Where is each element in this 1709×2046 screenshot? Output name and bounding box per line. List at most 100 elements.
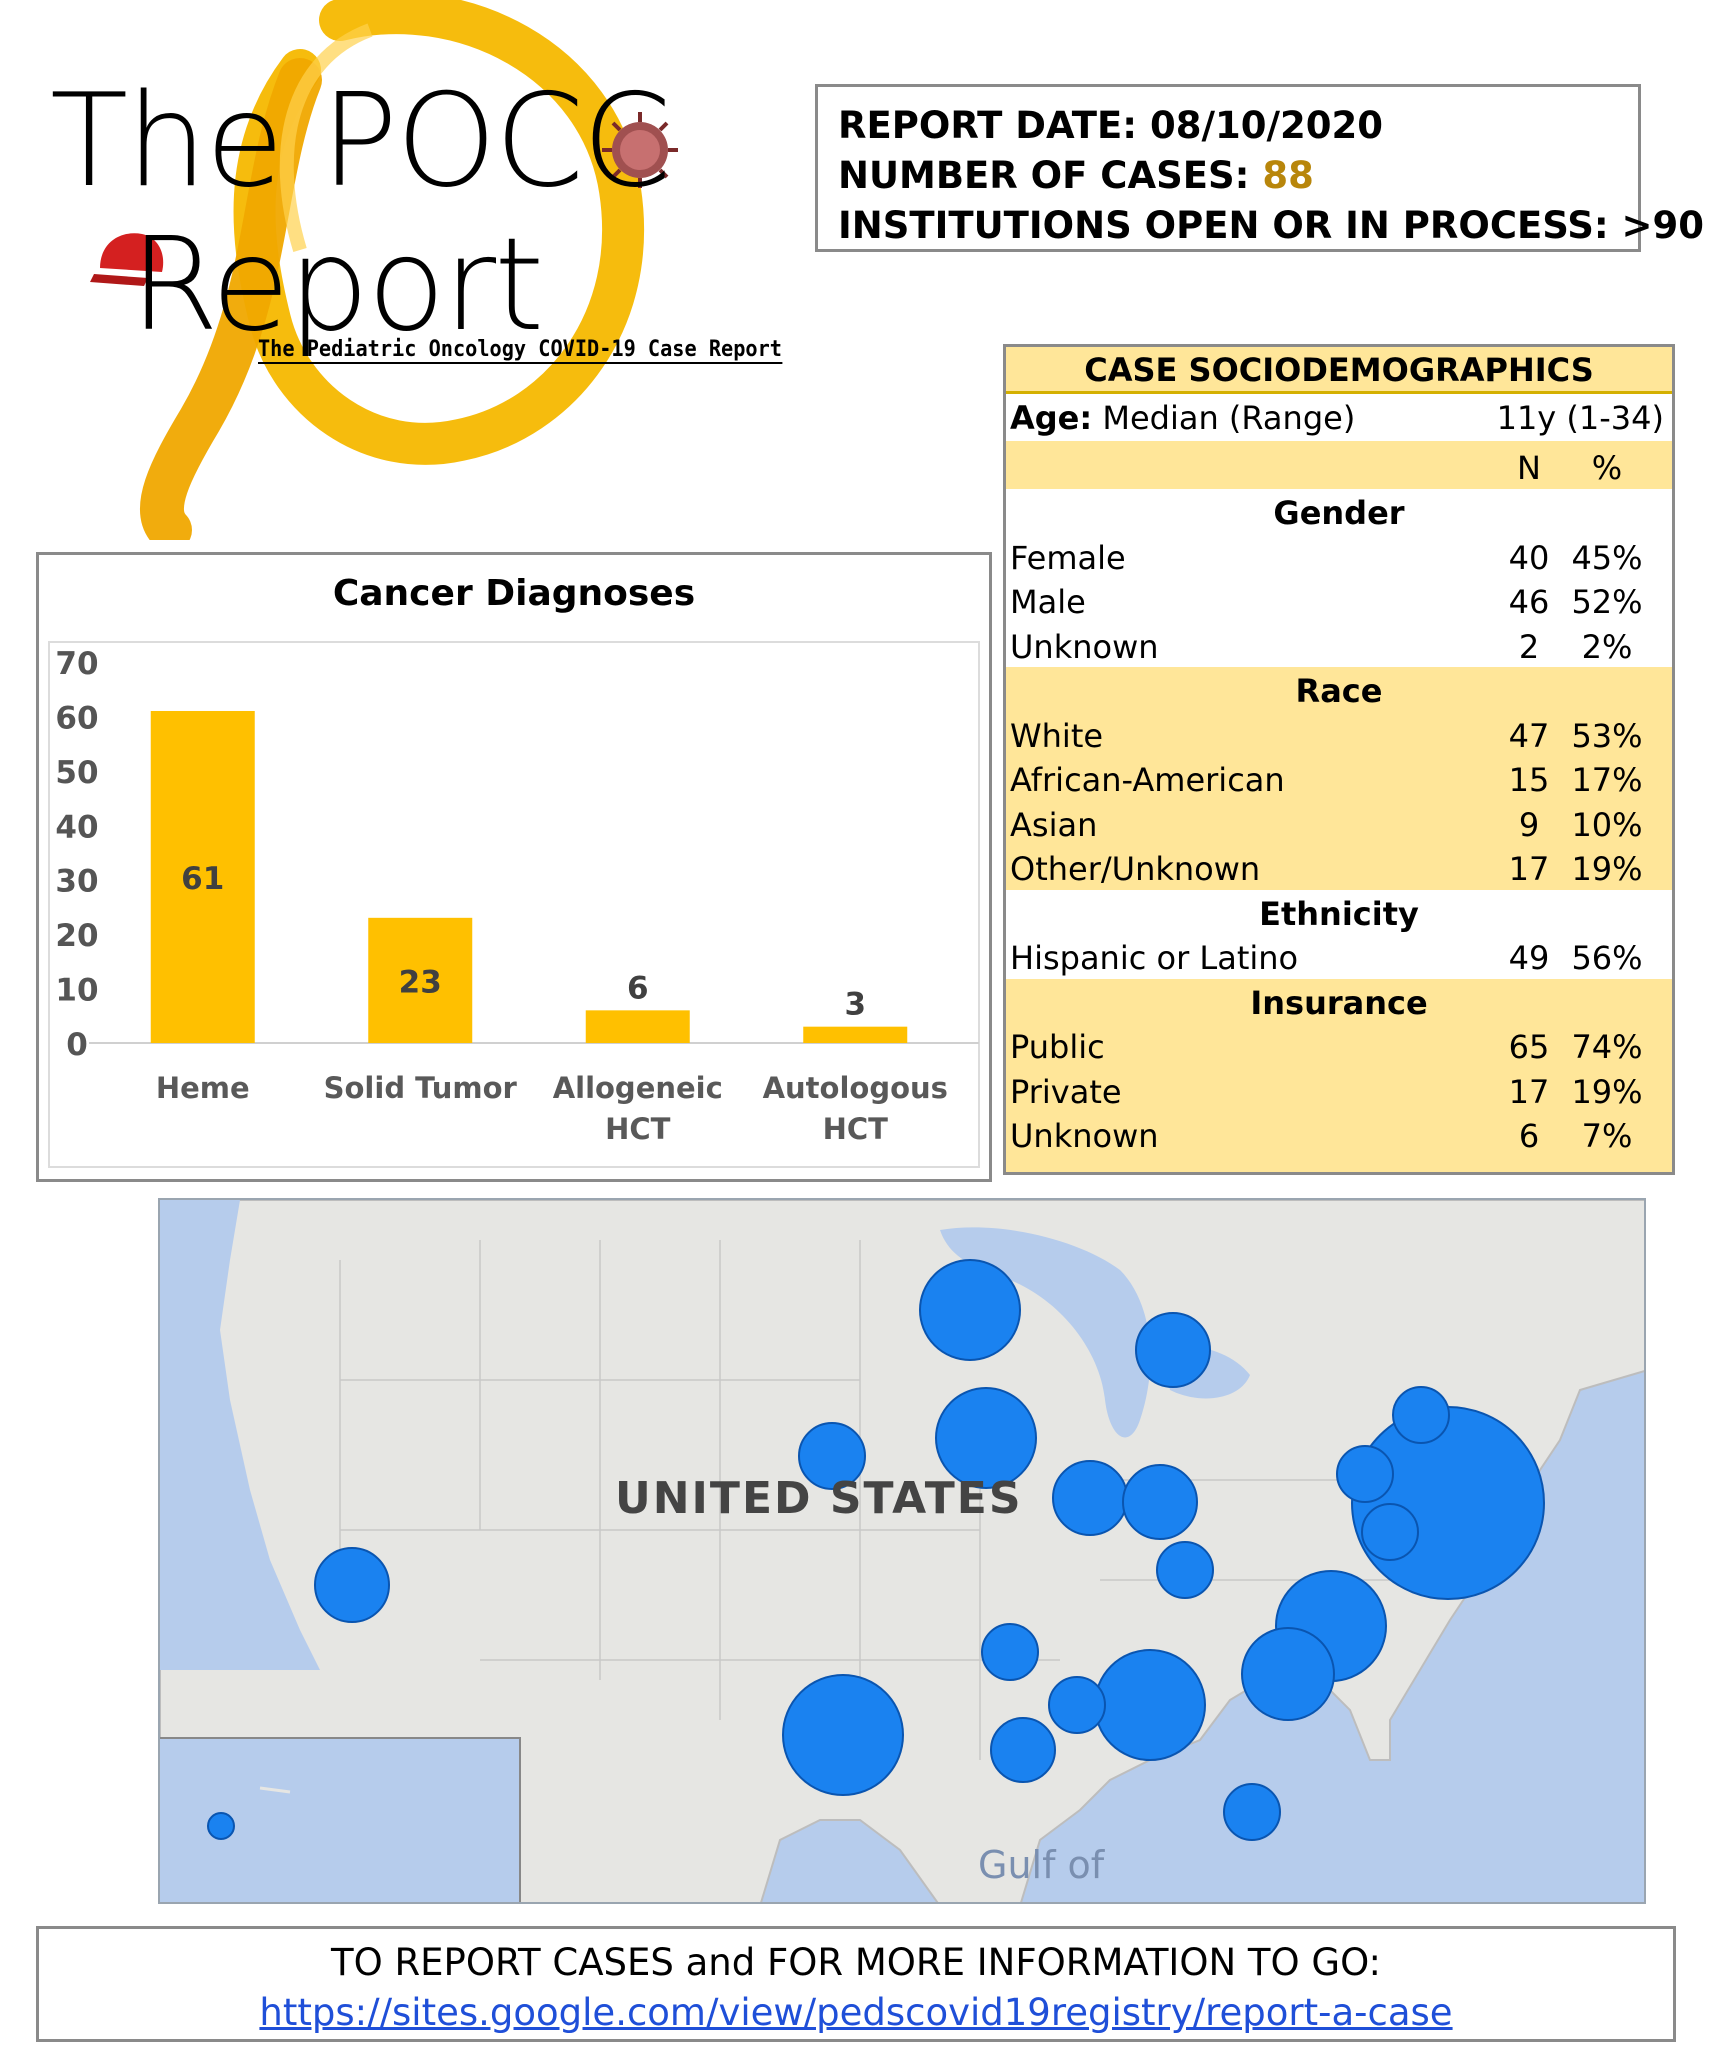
col-n-header: N: [1517, 449, 1541, 487]
socio-row: Hispanic or Latino 49 56%: [1006, 934, 1672, 979]
socio-row-n: 65: [1508, 1028, 1550, 1066]
cases-value: 88: [1262, 154, 1314, 197]
great-lakes: [940, 1227, 1151, 1438]
map-marker: [919, 1259, 1021, 1361]
socio-row-n: 40: [1508, 538, 1550, 577]
map-marker: [981, 1623, 1039, 1681]
socio-row-label: Hispanic or Latino: [1010, 939, 1299, 977]
cap-icon: [90, 233, 164, 286]
bar-1: [150, 710, 255, 1043]
logo-title-line2: Report: [130, 211, 544, 360]
socio-row-label: African-American: [1010, 761, 1285, 799]
map-marker: [1094, 1649, 1206, 1761]
bar-4: [803, 1026, 908, 1043]
pacific-water: [160, 1200, 320, 1670]
socio-row-pct: 19%: [1571, 1072, 1643, 1111]
socio-row-label: Other/Unknown: [1010, 850, 1261, 888]
map-marker: [314, 1547, 390, 1623]
map-marker: [1048, 1676, 1106, 1734]
section-header: Race: [1295, 672, 1383, 710]
virus-icon: [602, 112, 678, 188]
socio-row-pct: 19%: [1571, 850, 1643, 888]
y-tick-label: 70: [55, 646, 98, 682]
logo-subtitle: The Pediatric Oncology COVID-19 Case Rep…: [258, 337, 782, 364]
socio-row-pct: 17%: [1571, 761, 1643, 799]
age-value: 11y (1-34): [1496, 399, 1664, 437]
report-date: REPORT DATE: 08/10/2020: [838, 104, 1383, 147]
map-marker: [1156, 1541, 1214, 1599]
socio-row-label: Male: [1010, 583, 1086, 621]
socio-row-label: Asian: [1010, 805, 1098, 844]
hawaii-islands: [259, 1786, 291, 1794]
map-marker: [935, 1387, 1037, 1489]
socio-title: CASE SOCIODEMOGRAPHICS: [1084, 351, 1594, 389]
map-marker: [990, 1717, 1056, 1783]
socio-row-label: Public: [1010, 1028, 1105, 1066]
socio-row-pct: 45%: [1571, 538, 1643, 577]
map-marker: [207, 1812, 235, 1840]
us-case-map: UNITED STATES Gulf of: [158, 1198, 1646, 1904]
socio-row-label: Unknown: [1010, 1117, 1159, 1155]
socio-row-n: 46: [1508, 583, 1550, 621]
socio-row-label: Female: [1010, 538, 1126, 577]
socio-row-pct: 10%: [1571, 805, 1643, 844]
x-category-label: HCT: [823, 1112, 889, 1146]
map-marker: [1223, 1783, 1281, 1841]
x-category-label: Heme: [156, 1071, 250, 1105]
section-header-row: Insurance: [1006, 979, 1672, 1024]
map-marker: [1122, 1464, 1198, 1540]
col-pct-header: %: [1591, 449, 1623, 487]
socio-row-pct: 74%: [1571, 1028, 1643, 1066]
report-summary-box: REPORT DATE: 08/10/2020 NUMBER OF CASES:…: [815, 84, 1704, 252]
map-marker: [1351, 1406, 1545, 1600]
socio-row-n: 49: [1508, 939, 1550, 977]
socio-row-n: 2: [1518, 627, 1540, 666]
socio-row: Unknown 2 2%: [1006, 622, 1672, 667]
map-marker: [798, 1422, 866, 1490]
socio-row: Female 40 45%: [1006, 533, 1672, 578]
bar-2: [368, 917, 473, 1043]
socio-row: White 47 53%: [1006, 712, 1672, 757]
x-category-label: Allogeneic: [553, 1071, 723, 1105]
section-header: Gender: [1273, 494, 1405, 532]
socio-row-pct: 52%: [1571, 583, 1643, 621]
socio-title-row: CASE SOCIODEMOGRAPHICS: [1006, 347, 1672, 394]
chart-title: Cancer Diagnoses: [333, 573, 695, 614]
y-tick-label: 60: [55, 700, 98, 736]
map-marker: [1392, 1386, 1450, 1444]
socio-row-n: 17: [1508, 1072, 1550, 1111]
section-header-row: Race: [1006, 667, 1672, 712]
bar-3: [585, 1010, 690, 1043]
section-header-row: Gender: [1006, 489, 1672, 534]
report-case-link[interactable]: https://sites.google.com/view/pedscovid1…: [259, 1991, 1453, 2034]
socio-row-n: 47: [1508, 716, 1550, 755]
cases-label: NUMBER OF CASES:: [838, 154, 1263, 197]
socio-row-label: White: [1010, 716, 1104, 755]
number-of-cases: NUMBER OF CASES: 88: [838, 151, 1638, 201]
map-gulf-label: Gulf of: [978, 1843, 1106, 1887]
age-desc: Median (Range): [1092, 399, 1356, 437]
cancer-diagnoses-chart: Cancer Diagnoses 0 10 20 30 40 50 60 70 61 Heme 23 S…: [36, 552, 992, 1182]
socio-row-n: 6: [1518, 1117, 1540, 1155]
map-marker: [1361, 1503, 1419, 1561]
map-country-label: UNITED STATES: [615, 1473, 1023, 1524]
socio-row-n: 15: [1508, 761, 1550, 799]
socio-row-pct: 2%: [1581, 627, 1633, 666]
age-label: Age:: [1010, 399, 1093, 437]
map-marker: [782, 1674, 904, 1796]
socio-row-n: 17: [1508, 850, 1550, 888]
socio-row: African-American 15 17%: [1006, 756, 1672, 801]
socio-row-label: Unknown: [1010, 627, 1159, 666]
socio-row-pct: 53%: [1571, 716, 1643, 755]
socio-row: Public 65 74%: [1006, 1023, 1672, 1068]
bar-value-label: 3: [844, 987, 866, 1023]
pocc-logo: The POCC Report The Pediatric Oncology C…: [40, 0, 782, 540]
bar-value-label: 23: [399, 964, 442, 1000]
socio-row: Other/Unknown 17 19%: [1006, 845, 1672, 890]
map-svg: UNITED STATES Gulf of: [160, 1200, 1644, 1902]
y-tick-label: 0: [66, 1027, 88, 1063]
section-header: Insurance: [1250, 983, 1428, 1022]
y-tick-label: 30: [55, 864, 98, 900]
socio-row-pct: 56%: [1571, 939, 1643, 977]
y-tick-label: 20: [55, 918, 98, 954]
